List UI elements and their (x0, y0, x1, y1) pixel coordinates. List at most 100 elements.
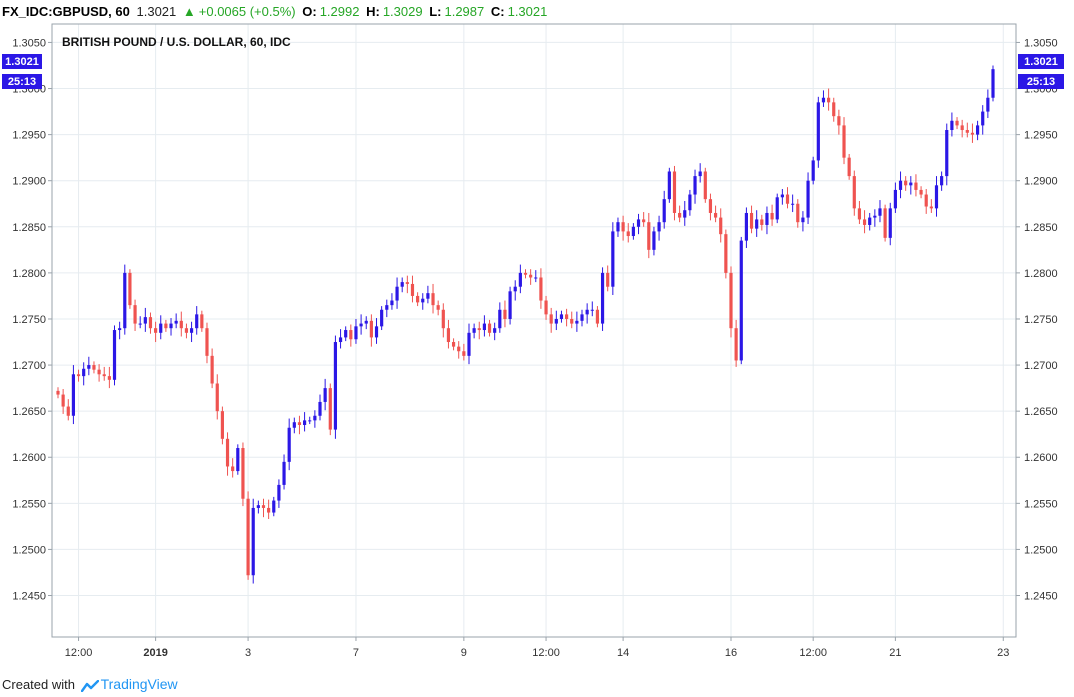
candle-body (893, 189, 897, 209)
candle-body (924, 194, 928, 207)
candle-body (303, 420, 307, 425)
candle-body (441, 309, 445, 329)
candle-body (66, 406, 70, 416)
candle-body (652, 231, 656, 250)
candle-body (739, 240, 743, 361)
candle-body (426, 293, 430, 299)
candle-body (862, 219, 867, 225)
y-tick-label-right: 1.2450 (1024, 591, 1058, 603)
candle-body (318, 401, 322, 416)
high-label: H: (366, 4, 380, 19)
candle-body (338, 337, 343, 343)
candle-body (513, 286, 517, 292)
candle-body (328, 388, 332, 430)
candle-body (744, 212, 748, 241)
y-tick-label-left: 1.2600 (12, 452, 46, 464)
x-tick-label: 23 (997, 647, 1009, 659)
candle-body (960, 125, 964, 131)
candle-body (92, 365, 96, 370)
candle-body (616, 222, 620, 232)
y-tick-label-left: 1.2750 (12, 314, 46, 326)
candle-body (405, 282, 409, 284)
candle-body (87, 365, 91, 369)
candle-body (61, 394, 65, 407)
candle-body (205, 328, 209, 356)
candle-body (904, 180, 908, 186)
candlestick-chart[interactable]: 1.30501.30001.29501.29001.28501.28001.27… (0, 0, 1074, 670)
candle-body (369, 320, 373, 338)
symbol-label[interactable]: FX_IDC:GBPUSD, 60 (2, 4, 130, 19)
candle-body (950, 120, 954, 131)
candle-body (179, 320, 183, 329)
high-value: 1.3029 (382, 4, 423, 19)
candle-body (975, 125, 980, 135)
candle-body (508, 291, 512, 319)
candle-body (991, 69, 995, 98)
candle-body (189, 328, 194, 333)
y-tick-label-right: 1.2750 (1024, 314, 1058, 326)
y-tick-label-right: 1.2700 (1024, 360, 1058, 372)
candle-body (349, 330, 353, 340)
x-tick-label: 12:00 (532, 647, 560, 659)
candle-body (703, 171, 707, 200)
y-tick-label-left: 1.2500 (12, 544, 46, 556)
candle-body (852, 176, 856, 209)
candle-body (749, 212, 754, 229)
candle-body (919, 189, 923, 195)
candle-body (662, 199, 666, 223)
candle-body (472, 328, 476, 333)
candle-body (359, 323, 363, 327)
candle-body (683, 210, 687, 218)
x-axis[interactable]: 12:00 2019 3 7 9 12:00 14 16 12:00 21 23 (65, 637, 1010, 659)
tradingview-logo-icon (80, 679, 99, 692)
candle-body (780, 194, 784, 198)
candle-body (827, 97, 831, 103)
candle-body (647, 222, 651, 250)
candle-body (267, 507, 271, 513)
candle-body (200, 314, 204, 329)
y-axis-right[interactable]: 1.30501.30001.29501.29001.28501.28001.27… (1016, 37, 1058, 603)
candle-body (837, 116, 841, 126)
candle-body (981, 111, 985, 126)
x-tick-label: 2019 (143, 647, 167, 659)
candle-body (431, 293, 435, 306)
candle-body (734, 328, 738, 361)
candle-body (97, 369, 101, 375)
candle-body (549, 314, 553, 324)
candle-body (297, 422, 302, 425)
candle-body (868, 217, 872, 225)
price-change: +0.0065 (+0.5%) (198, 4, 296, 19)
candle-body (493, 328, 497, 333)
candle-body (344, 330, 348, 338)
candle-body (760, 219, 764, 225)
y-tick-label-right: 1.2850 (1024, 222, 1058, 234)
candle-body (529, 274, 533, 278)
candle-body (457, 346, 461, 352)
candle-body (873, 215, 877, 218)
candle-body (934, 185, 939, 209)
candle-body (940, 176, 944, 186)
candle-body (570, 318, 574, 324)
candle-body (708, 199, 713, 213)
last-price: 1.3021 (136, 4, 177, 19)
candle-body (498, 309, 502, 329)
left-price-badge-text: 1.3021 (5, 56, 39, 68)
left-countdown-text: 25:13 (8, 76, 36, 88)
candle-body (277, 484, 281, 501)
x-tick-label: 7 (353, 647, 359, 659)
candle-body (575, 320, 579, 324)
candle-body (256, 505, 260, 508)
candle-body (914, 182, 918, 190)
candle-body (374, 326, 379, 338)
low-value: 1.2987 (444, 4, 485, 19)
candle-body (154, 328, 158, 333)
candle-body (313, 415, 317, 421)
candle-body (883, 208, 887, 238)
candle-body (169, 323, 173, 329)
candle-body (554, 318, 558, 324)
y-axis-left[interactable]: 1.30501.30001.29501.29001.28501.28001.27… (12, 37, 52, 603)
candle-body (909, 182, 913, 186)
tradingview-brand[interactable]: TradingView (100, 676, 178, 692)
candle-body (755, 219, 759, 229)
candle-body (775, 197, 779, 220)
